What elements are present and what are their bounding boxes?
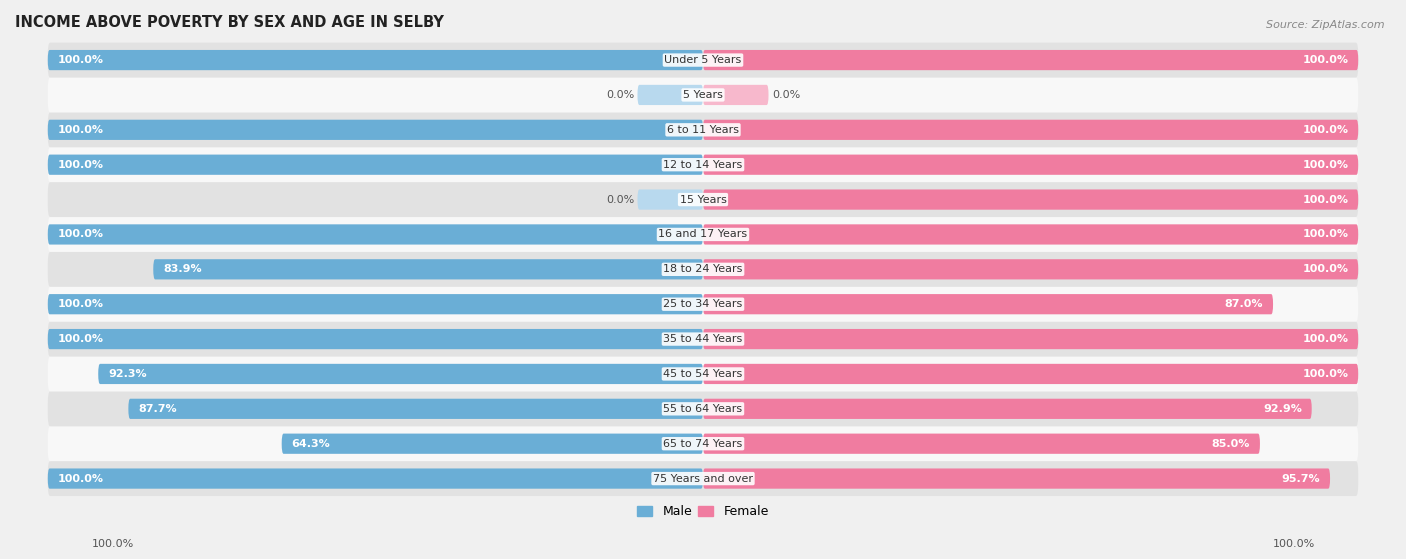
FancyBboxPatch shape [703,364,1358,384]
FancyBboxPatch shape [48,78,1358,112]
Text: 75 Years and over: 75 Years and over [652,473,754,484]
FancyBboxPatch shape [48,112,1358,147]
FancyBboxPatch shape [703,190,1358,210]
Text: 83.9%: 83.9% [163,264,201,274]
Legend: Male, Female: Male, Female [633,500,773,523]
Text: 0.0%: 0.0% [606,195,634,205]
FancyBboxPatch shape [637,190,703,210]
FancyBboxPatch shape [48,50,703,70]
FancyBboxPatch shape [48,224,703,245]
Text: 0.0%: 0.0% [606,90,634,100]
FancyBboxPatch shape [128,399,703,419]
Text: 100.0%: 100.0% [1302,264,1348,274]
FancyBboxPatch shape [703,434,1260,454]
FancyBboxPatch shape [703,85,769,105]
Text: 100.0%: 100.0% [1302,55,1348,65]
Text: 0.0%: 0.0% [772,90,800,100]
Text: Under 5 Years: Under 5 Years [665,55,741,65]
FancyBboxPatch shape [153,259,703,280]
FancyBboxPatch shape [48,391,1358,427]
Text: 55 to 64 Years: 55 to 64 Years [664,404,742,414]
Text: 100.0%: 100.0% [58,229,104,239]
Text: 100.0%: 100.0% [1302,160,1348,170]
Text: 100.0%: 100.0% [58,473,104,484]
FancyBboxPatch shape [48,217,1358,252]
Text: 25 to 34 Years: 25 to 34 Years [664,299,742,309]
FancyBboxPatch shape [703,259,1358,280]
FancyBboxPatch shape [703,155,1358,175]
FancyBboxPatch shape [703,224,1358,245]
FancyBboxPatch shape [703,50,1358,70]
Text: 100.0%: 100.0% [58,334,104,344]
FancyBboxPatch shape [48,468,703,489]
FancyBboxPatch shape [703,294,1272,314]
Text: 92.9%: 92.9% [1263,404,1302,414]
Text: 87.7%: 87.7% [138,404,177,414]
Text: 100.0%: 100.0% [1302,334,1348,344]
FancyBboxPatch shape [703,120,1358,140]
FancyBboxPatch shape [48,294,703,314]
Text: 85.0%: 85.0% [1212,439,1250,449]
Text: 100.0%: 100.0% [91,539,134,549]
Text: 100.0%: 100.0% [1302,369,1348,379]
FancyBboxPatch shape [637,85,703,105]
FancyBboxPatch shape [703,399,1312,419]
FancyBboxPatch shape [48,120,703,140]
FancyBboxPatch shape [281,434,703,454]
Text: 100.0%: 100.0% [58,55,104,65]
Text: 92.3%: 92.3% [108,369,146,379]
Text: 45 to 54 Years: 45 to 54 Years [664,369,742,379]
Text: 12 to 14 Years: 12 to 14 Years [664,160,742,170]
FancyBboxPatch shape [703,468,1330,489]
FancyBboxPatch shape [48,287,1358,321]
FancyBboxPatch shape [703,329,1358,349]
FancyBboxPatch shape [98,364,703,384]
Text: 100.0%: 100.0% [1302,229,1348,239]
Text: 87.0%: 87.0% [1225,299,1263,309]
Text: 100.0%: 100.0% [1302,125,1348,135]
FancyBboxPatch shape [48,252,1358,287]
Text: 15 Years: 15 Years [679,195,727,205]
Text: 5 Years: 5 Years [683,90,723,100]
Text: 18 to 24 Years: 18 to 24 Years [664,264,742,274]
Text: 100.0%: 100.0% [58,299,104,309]
Text: Source: ZipAtlas.com: Source: ZipAtlas.com [1267,20,1385,30]
FancyBboxPatch shape [48,329,703,349]
Text: INCOME ABOVE POVERTY BY SEX AND AGE IN SELBY: INCOME ABOVE POVERTY BY SEX AND AGE IN S… [15,15,444,30]
FancyBboxPatch shape [48,147,1358,182]
FancyBboxPatch shape [48,321,1358,357]
Text: 65 to 74 Years: 65 to 74 Years [664,439,742,449]
Text: 64.3%: 64.3% [291,439,330,449]
Text: 100.0%: 100.0% [1272,539,1315,549]
FancyBboxPatch shape [48,461,1358,496]
FancyBboxPatch shape [48,182,1358,217]
FancyBboxPatch shape [48,42,1358,78]
FancyBboxPatch shape [48,155,703,175]
Text: 6 to 11 Years: 6 to 11 Years [666,125,740,135]
Text: 100.0%: 100.0% [1302,195,1348,205]
Text: 95.7%: 95.7% [1282,473,1320,484]
Text: 16 and 17 Years: 16 and 17 Years [658,229,748,239]
FancyBboxPatch shape [48,357,1358,391]
Text: 35 to 44 Years: 35 to 44 Years [664,334,742,344]
FancyBboxPatch shape [48,427,1358,461]
Text: 100.0%: 100.0% [58,125,104,135]
Text: 100.0%: 100.0% [58,160,104,170]
